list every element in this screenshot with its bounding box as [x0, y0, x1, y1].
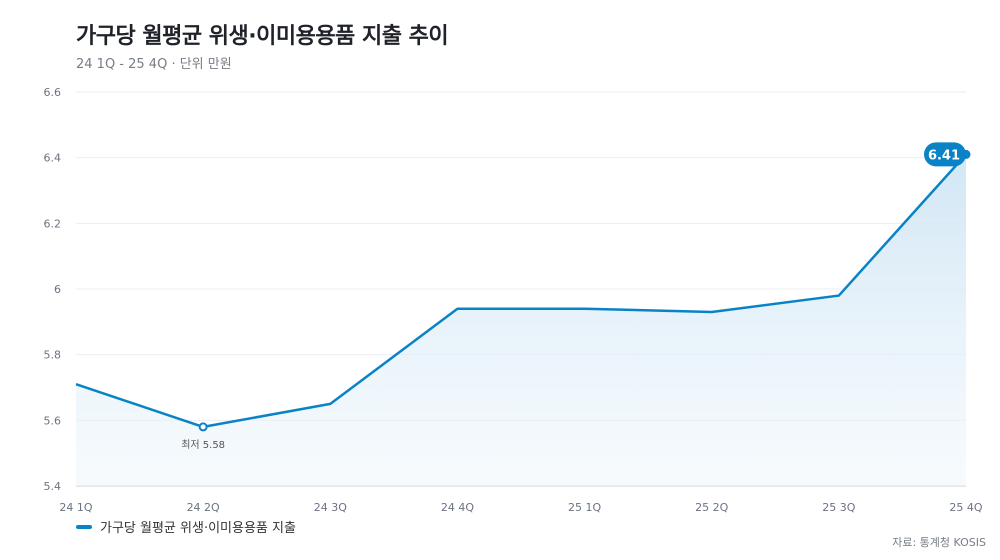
y-tick-label: 6.2: [44, 217, 62, 230]
source-note: 자료: 통계청 KOSIS: [892, 536, 986, 549]
x-tick-label: 24 4Q: [441, 501, 474, 514]
y-tick-label: 5.8: [44, 349, 62, 362]
max-value-label: 6.41: [928, 148, 960, 163]
x-tick-label: 25 2Q: [695, 501, 728, 514]
min-point-marker: [198, 422, 208, 432]
y-tick-label: 6: [54, 283, 61, 296]
chart-title: 가구당 월평균 위생·이미용용품 지출 추이: [76, 24, 449, 49]
chart-subtitle: 24 1Q - 25 4Q · 단위 만원: [76, 57, 232, 72]
x-tick-label: 25 1Q: [568, 501, 601, 514]
series-area: [76, 154, 966, 486]
x-tick-label: 24 2Q: [187, 501, 220, 514]
y-tick-label: 5.4: [44, 480, 62, 493]
x-tick-label: 24 3Q: [314, 501, 347, 514]
y-tick-label: 5.6: [44, 414, 62, 427]
max-value-badge: [924, 142, 966, 167]
series-line: [75, 153, 967, 429]
x-tick-label: 25 4Q: [949, 501, 982, 514]
min-annotation: 최저 5.58: [181, 439, 225, 451]
x-tick-label: 25 3Q: [822, 501, 855, 514]
y-tick-label: 6.6: [44, 86, 62, 99]
x-tick-label: 24 1Q: [59, 501, 92, 514]
legend-label: 가구당 월평균 위생·이미용용품 지출: [100, 521, 296, 536]
legend-swatch: [76, 524, 92, 529]
chart-legend: 가구당 월평균 위생·이미용용품 지출: [76, 517, 296, 536]
y-tick-label: 6.4: [44, 152, 62, 165]
